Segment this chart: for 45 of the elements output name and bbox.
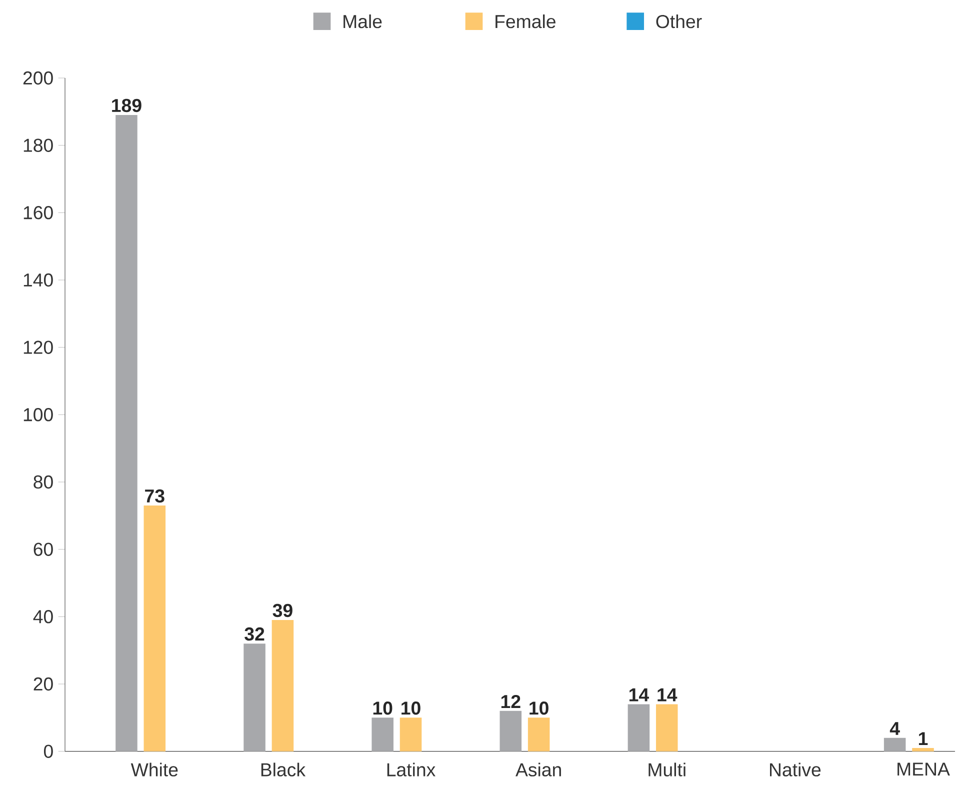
data-label: 189 bbox=[112, 98, 142, 112]
legend-label: Other bbox=[656, 14, 702, 28]
data-label: 10 bbox=[373, 701, 392, 715]
x-tick-label: Native bbox=[770, 762, 821, 776]
y-tick-label: 120 bbox=[24, 340, 53, 354]
bar bbox=[528, 718, 550, 752]
bar bbox=[628, 704, 650, 752]
bar bbox=[400, 718, 422, 752]
bar bbox=[144, 505, 166, 752]
bar bbox=[244, 643, 266, 752]
y-tick-label: 160 bbox=[24, 206, 53, 220]
x-tick-label: Black bbox=[261, 762, 306, 776]
x-tick-label: Latinx bbox=[387, 762, 436, 776]
data-label: 14 bbox=[658, 688, 678, 702]
y-tick-label: 200 bbox=[23, 71, 53, 84]
data-label: 14 bbox=[629, 688, 649, 702]
y-tick-label: 140 bbox=[24, 273, 53, 286]
bar bbox=[912, 748, 934, 752]
data-label: 10 bbox=[530, 701, 548, 715]
x-tick-label: Asian bbox=[516, 762, 561, 776]
y-tick-label: 20 bbox=[34, 677, 53, 690]
x-tick-label: White bbox=[130, 762, 178, 776]
y-tick-label: 100 bbox=[24, 408, 53, 422]
y-tick-label: 80 bbox=[34, 475, 53, 488]
data-label: 12 bbox=[501, 694, 520, 708]
legend-label: Female bbox=[496, 14, 556, 28]
data-label: 39 bbox=[272, 604, 292, 617]
y-tick-label: 0 bbox=[44, 744, 53, 758]
bar bbox=[500, 710, 522, 752]
data-label: 32 bbox=[244, 627, 264, 641]
y-tick-label: 40 bbox=[33, 610, 53, 624]
data-label: 73 bbox=[145, 489, 164, 502]
bar bbox=[272, 620, 294, 752]
bar bbox=[116, 114, 138, 752]
bar bbox=[656, 704, 678, 752]
x-tick-label: Multi bbox=[648, 762, 686, 776]
legend-label: Male bbox=[344, 14, 382, 28]
bar bbox=[372, 718, 394, 752]
y-tick-label: 180 bbox=[24, 138, 53, 152]
data-label: 10 bbox=[402, 701, 420, 715]
data-label: 4 bbox=[890, 722, 900, 735]
data-label: 1 bbox=[918, 732, 928, 745]
y-tick-label: 60 bbox=[34, 542, 53, 556]
x-tick-label: MENA bbox=[898, 762, 950, 776]
bar bbox=[884, 738, 906, 752]
